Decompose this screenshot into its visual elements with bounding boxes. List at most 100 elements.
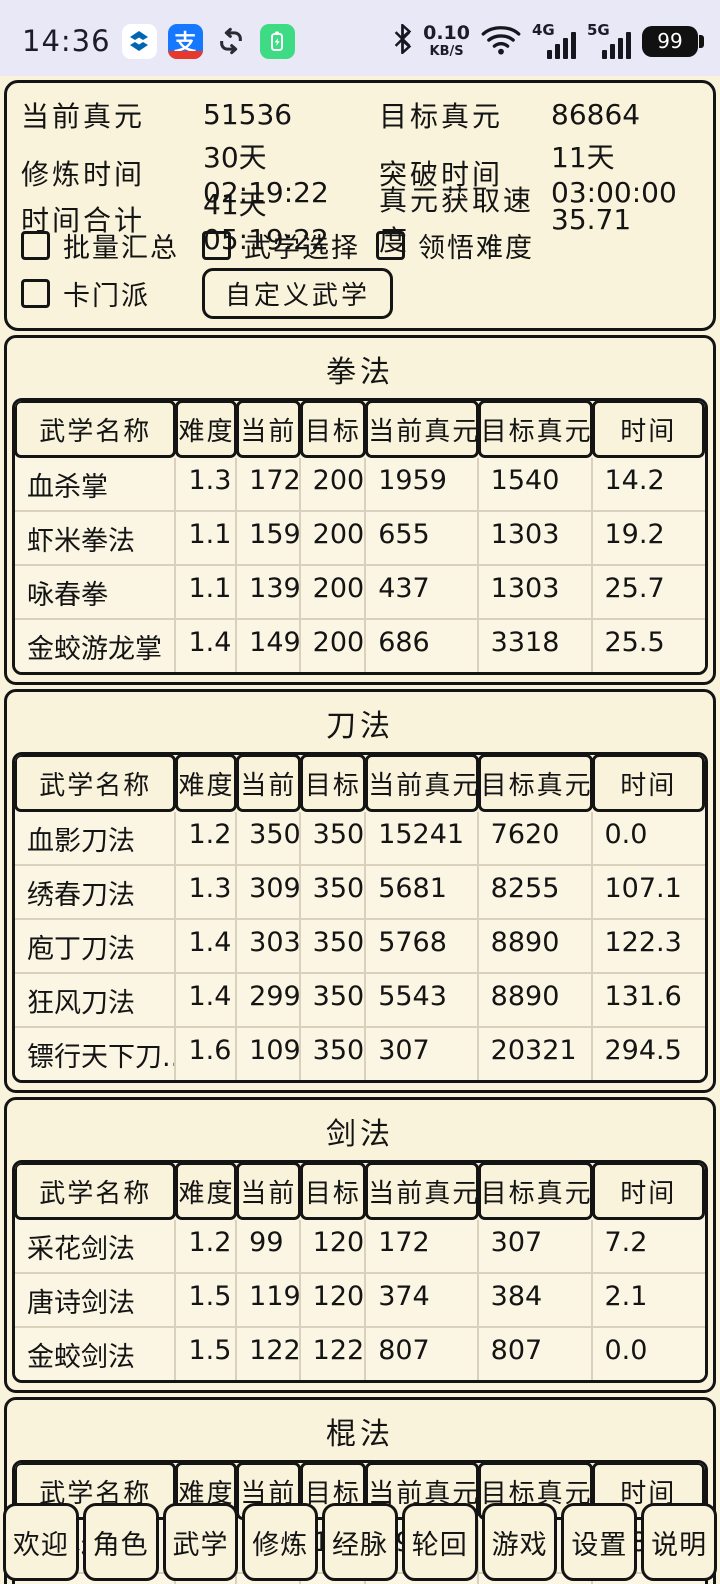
breakthrough-time-label: 突破时间 [379, 157, 504, 191]
cell-current-zhenyuan: 15241 [366, 812, 479, 866]
cell-martial-name: 狂风刀法 [15, 974, 177, 1028]
checkbox-comprehend-difficulty[interactable]: 领悟难度 [376, 226, 699, 265]
cell-difficulty: 1.3 [176, 458, 238, 512]
alipay-app-icon: 支 [167, 23, 203, 59]
cell-difficulty: 1.4 [176, 974, 238, 1028]
martial-table-sword: 武学名称 难度 当前 目标 当前真元 目标真元 时间 采花剑法 1.2 99 120 172 307 7.… [12, 1160, 708, 1383]
total-time-value: 41天05:19:22 [203, 187, 329, 256]
wifi-icon [481, 24, 521, 59]
col-header-martial-name: 武学名称 [15, 755, 177, 812]
nav-reincarnation[interactable]: 轮回 [401, 1503, 478, 1581]
cell-current-level: 149 [237, 620, 301, 672]
cell-target-zhenyuan: 7620 [478, 812, 593, 866]
bottom-nav: 欢迎 角色 武学 修炼 经脉 轮回 游戏 设置 说明 [0, 1503, 720, 1581]
checkbox-martial-select[interactable]: 武学选择 [202, 226, 376, 265]
comprehend-difficulty-checkbox-icon[interactable] [376, 230, 405, 260]
table-row: 狂风刀法 1.4 299 350 5543 8890 131.6 [15, 974, 705, 1028]
checkbox-batch-summary[interactable]: 批量汇总 [21, 226, 202, 265]
section-sword: 剑法武学名称 难度 当前 目标 当前真元 目标真元 时间 采花剑法 1.2 99 120 172 307… [4, 1097, 716, 1393]
col-header-difficulty: 难度 [175, 401, 238, 458]
col-header-target-level: 目标 [299, 1163, 367, 1220]
cell-difficulty: 1.4 [176, 620, 238, 672]
martial-select-label: 武学选择 [244, 232, 360, 264]
cell-target-zhenyuan: 8890 [478, 920, 593, 974]
nav-character[interactable]: 角色 [82, 1503, 159, 1581]
col-header-current-level: 当前 [236, 401, 301, 458]
cell-current-zhenyuan: 5681 [366, 866, 479, 920]
table-row: 血影刀法 1.2 350 350 15241 7620 0.0 [15, 812, 705, 866]
network-speed: 0.10 KB/S [423, 22, 470, 59]
custom-martial-button[interactable]: 自定义武学 [202, 268, 394, 319]
cell-current-level: 109 [237, 1028, 301, 1080]
table-row: 绣春刀法 1.3 309 350 5681 8255 107.1 [15, 866, 705, 920]
cell-current-level: 159 [237, 512, 301, 566]
cell-martial-name: 血杀掌 [15, 458, 177, 512]
cell-time: 14.2 [592, 458, 705, 512]
col-header-target-level: 目标 [299, 401, 367, 458]
cell-target-zhenyuan: 8255 [478, 866, 593, 920]
cultivate-time-value: 30天02:19:22 [203, 141, 329, 209]
table-row: 唐诗剑法 1.5 119 120 374 384 2.1 [15, 1274, 705, 1328]
nav-help[interactable]: 说明 [641, 1503, 718, 1581]
table-header-row: 武学名称 难度 当前 目标 当前真元 目标真元 时间 [15, 755, 705, 812]
cell-target-zhenyuan: 1303 [478, 566, 593, 620]
cell-difficulty: 1.5 [176, 1328, 238, 1380]
battery-percent: 99 [657, 29, 683, 53]
cell-target-level: 200 [300, 458, 367, 512]
cell-current-level: 99 [237, 1220, 301, 1274]
breakthrough-time-value: 11天03:00:00 [551, 141, 677, 209]
nav-welcome[interactable]: 欢迎 [3, 1503, 79, 1581]
martial-table-blade: 武学名称 难度 当前 目标 当前真元 目标真元 时间 血影刀法 1.2 350 350 15241 76… [12, 752, 708, 1083]
nav-game[interactable]: 游戏 [481, 1503, 558, 1581]
target-zhenyuan-value: 86864 [551, 98, 641, 131]
cell-difficulty: 1.1 [176, 566, 238, 620]
col-header-difficulty: 难度 [175, 1163, 238, 1220]
nav-cultivate[interactable]: 修炼 [242, 1503, 319, 1581]
sim2-label: 5G [587, 21, 610, 39]
zhenyuan-rate-value: 35.71 [551, 202, 632, 236]
table-row: 镖行天下刀... 1.6 109 350 307 20321 294.5 [15, 1028, 705, 1080]
cell-current-zhenyuan: 1959 [366, 458, 479, 512]
checkbox-lock-sect[interactable]: 卡门派 [21, 274, 202, 313]
cell-current-zhenyuan: 172 [366, 1220, 479, 1274]
cell-current-zhenyuan: 374 [366, 1274, 479, 1328]
cell-target-level: 200 [300, 620, 367, 672]
sync-icon [214, 24, 249, 59]
cell-target-zhenyuan: 1540 [478, 458, 593, 512]
cell-current-level: 122 [237, 1328, 301, 1380]
cell-difficulty: 1.2 [176, 812, 238, 866]
section-title-blade: 刀法 [326, 709, 394, 744]
cell-current-zhenyuan: 807 [366, 1328, 479, 1380]
lock-sect-checkbox-icon[interactable] [21, 279, 50, 308]
summary-row-time: 修炼时间 30天02:19:22 突破时间 11天03:00:00 [21, 136, 699, 209]
col-header-martial-name: 武学名称 [15, 1163, 177, 1220]
batch-summary-checkbox-icon[interactable] [21, 230, 50, 260]
battery-level-indicator: 99 [642, 25, 704, 57]
cell-martial-name: 金蛟游龙掌 [15, 620, 177, 672]
cell-time: 19.2 [592, 512, 705, 566]
nav-settings[interactable]: 设置 [561, 1503, 638, 1581]
alipay-glyph: 支 [174, 31, 197, 56]
nav-meridian[interactable]: 经脉 [322, 1503, 398, 1581]
signal-4g-icon: 4G [532, 23, 576, 59]
martial-select-checkbox-icon[interactable] [202, 230, 231, 260]
col-header-martial-name: 武学名称 [15, 401, 177, 458]
ccb-app-icon [121, 23, 157, 59]
cell-current-zhenyuan: 307 [366, 1028, 479, 1080]
col-header-target-zhenyuan: 目标真元 [477, 401, 593, 458]
nav-martial[interactable]: 武学 [162, 1503, 239, 1581]
cell-target-zhenyuan: 384 [478, 1274, 593, 1328]
cell-target-level: 120 [300, 1274, 367, 1328]
section-fist: 拳法 武学名称 难度 当前 目标 当前真元 目标真元 时间 血杀掌 1.3 172 200 1959 15… [4, 335, 716, 685]
cell-time: 25.5 [592, 620, 705, 672]
col-header-target-zhenyuan: 目标真元 [477, 755, 593, 812]
section-title-sword: 剑法 [326, 1117, 394, 1152]
summary-row-total: 时间合计 41天05:19:22 真元获取速度 35.71 [21, 179, 699, 257]
table-header-row: 武学名称 难度 当前 目标 当前真元 目标真元 时间 [15, 1163, 705, 1220]
current-zhenyuan-label: 当前真元 [21, 99, 146, 133]
col-header-time: 时间 [591, 401, 705, 458]
cell-difficulty: 1.6 [176, 1028, 238, 1080]
speed-value: 0.10 [423, 22, 470, 44]
checkbox-row-2: 卡门派 自定义武学 [21, 268, 699, 319]
cell-target-level: 120 [300, 1220, 367, 1274]
